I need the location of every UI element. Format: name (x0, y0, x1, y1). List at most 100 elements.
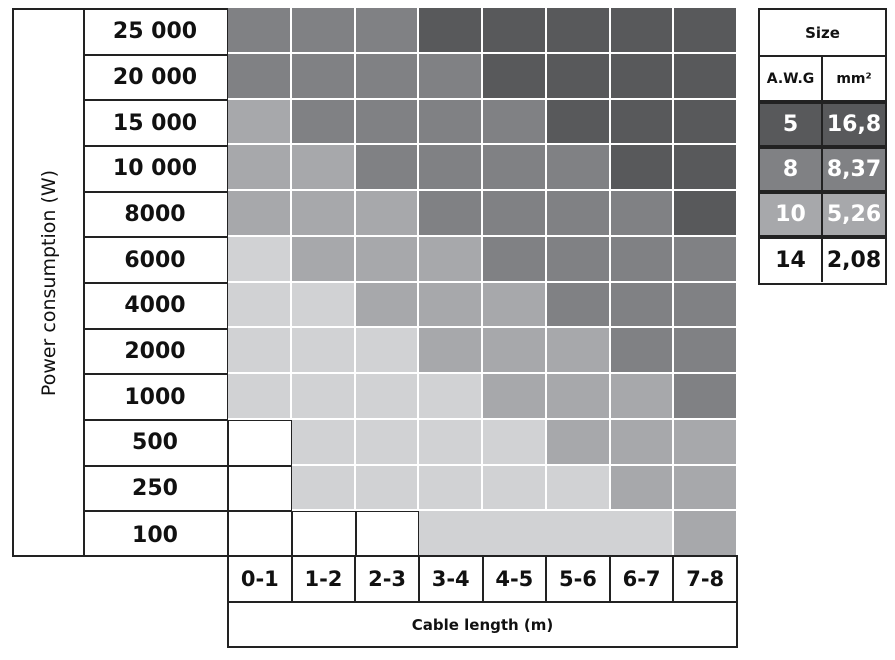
x-tick-label: 0-1 (229, 557, 293, 601)
heatmap-cell (546, 511, 611, 557)
heatmap-cell (483, 191, 547, 237)
heatmap-cell (355, 511, 420, 557)
heatmap-cell (610, 8, 675, 54)
legend-mm2: 2,08 (826, 248, 882, 273)
heatmap-cell (355, 328, 420, 374)
heatmap-cell (546, 53, 611, 100)
x-axis-label: Cable length (m) (227, 601, 738, 648)
legend-awg: 10 (760, 194, 823, 235)
y-tick-label: 8000 (83, 193, 227, 239)
legend-row: 8 8,37 (760, 147, 885, 192)
legend-awg: 5 (760, 104, 823, 145)
heatmap-cell (610, 53, 675, 100)
heatmap-cell (674, 511, 738, 557)
heatmap-cell (546, 282, 611, 329)
y-tick-label: 250 (83, 467, 227, 513)
heatmap-cell (674, 465, 738, 512)
heatmap-cell (546, 374, 611, 420)
heatmap-cell (419, 465, 483, 512)
heatmap-cell (355, 282, 420, 329)
heatmap-cell (419, 236, 483, 283)
heatmap-cell (291, 511, 356, 557)
y-tick-label: 4000 (83, 284, 227, 330)
x-tick-label: 2-3 (356, 557, 420, 601)
heatmap-cell (546, 145, 611, 191)
heatmap-cell (291, 465, 356, 512)
heatmap-cell (610, 99, 675, 146)
y-axis-label: Power consumption (W) (37, 169, 60, 396)
heatmap-cell (674, 99, 738, 146)
legend-col-mm2: mm² (836, 70, 872, 87)
heatmap-cell (355, 53, 420, 100)
heatmap-cell (291, 328, 356, 374)
y-tick-label: 100 (132, 522, 178, 548)
legend-row: 10 5,26 (760, 192, 885, 237)
heatmap-cell (291, 8, 356, 54)
heatmap-cell (483, 8, 547, 54)
heatmap-cell (228, 145, 292, 191)
heatmap-cell (483, 282, 547, 329)
heatmap-cell (674, 328, 738, 374)
heatmap-cell (674, 53, 738, 100)
heatmap-cell (610, 465, 675, 512)
heatmap-cell (546, 465, 611, 512)
heatmap-cell (228, 236, 292, 283)
y-tick-label: 25 000 (83, 10, 227, 56)
legend-mm2: 8,37 (826, 157, 882, 182)
heatmap-cell (610, 145, 675, 191)
heatmap-grid (228, 8, 738, 557)
legend-awg: 8 (760, 149, 823, 190)
heatmap-cell (355, 374, 420, 420)
heatmap-cell (291, 282, 356, 329)
heatmap-cell (610, 328, 675, 374)
heatmap-cell (483, 328, 547, 374)
heatmap-cell (228, 511, 292, 557)
legend-row: 14 2,08 (760, 237, 885, 282)
legend-col-awg: A.W.G (760, 57, 823, 100)
heatmap-cell (610, 511, 675, 557)
heatmap-cell (228, 328, 292, 374)
y-tick-label: 6000 (83, 238, 227, 284)
legend-mm2: 5,26 (826, 202, 882, 227)
x-tick-labels: 0-1 1-2 2-3 3-4 4-5 5-6 6-7 7-8 (227, 555, 738, 603)
x-tick-label: 4-5 (484, 557, 548, 601)
heatmap-cell (355, 8, 420, 54)
heatmap-cell (291, 236, 356, 283)
heatmap-cell (228, 282, 292, 329)
heatmap-cell (483, 374, 547, 420)
heatmap-cell (546, 191, 611, 237)
heatmap-cell (419, 511, 483, 557)
heatmap-cell (546, 236, 611, 283)
heatmap-cell (355, 236, 420, 283)
legend-row: 5 16,8 (760, 102, 885, 147)
heatmap-cell (483, 99, 547, 146)
heatmap-cell (483, 236, 547, 283)
heatmap-cell (228, 191, 292, 237)
y-tick-label: 20 000 (83, 56, 227, 102)
heatmap-cell (228, 53, 292, 100)
heatmap-cell (228, 465, 292, 512)
heatmap-cell (228, 419, 292, 466)
x-tick-label: 3-4 (420, 557, 484, 601)
heatmap-cell (355, 145, 420, 191)
heatmap-cell (419, 374, 483, 420)
heatmap-cell (419, 419, 483, 466)
heatmap-cell (483, 53, 547, 100)
heatmap-cell (228, 8, 292, 54)
heatmap-cell (674, 145, 738, 191)
heatmap-cell (483, 419, 547, 466)
heatmap-cell (291, 191, 356, 237)
x-tick-label: 7-8 (686, 567, 725, 591)
heatmap-cell (291, 99, 356, 146)
heatmap-cell (483, 145, 547, 191)
heatmap-cell (355, 99, 420, 146)
y-tick-label: 15 000 (83, 101, 227, 147)
heatmap-cell (291, 53, 356, 100)
legend-header: A.W.G mm² (760, 57, 885, 102)
heatmap-cell (291, 145, 356, 191)
y-tick-labels: 25 000 20 000 15 000 10 000 8000 6000 4000 2000… (83, 8, 229, 557)
heatmap-cell (355, 465, 420, 512)
heatmap-cell (483, 511, 547, 557)
heatmap-cell (674, 191, 738, 237)
heatmap-cell (355, 419, 420, 466)
